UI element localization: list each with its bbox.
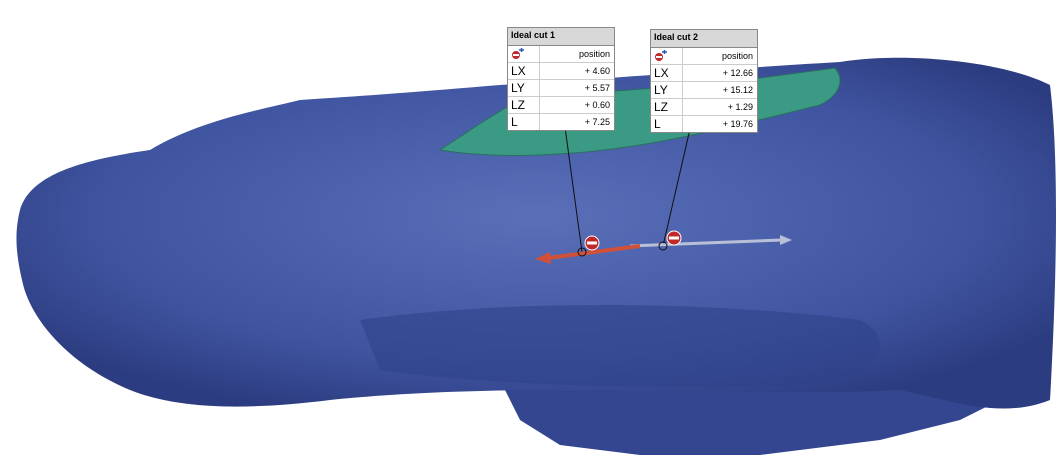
row-value: + 5.57 (584, 83, 610, 93)
row-value: + 19.76 (722, 119, 753, 129)
remove-icon-bar (587, 241, 597, 245)
panel-header: position (651, 48, 757, 65)
row-value: + 4.60 (584, 66, 610, 76)
arrow-head (535, 252, 551, 264)
panel-row: LY + 15.12 (651, 82, 757, 99)
leader-line (662, 128, 691, 247)
row-value: + 12.66 (722, 68, 753, 78)
remove-icon-bar (669, 236, 679, 240)
column-header: position (578, 49, 610, 59)
row-value: + 1.29 (727, 102, 753, 112)
icon (655, 50, 667, 61)
panel-row: L + 19.76 (651, 116, 757, 132)
leader-line (564, 126, 583, 253)
panel-row: LZ + 0.60 (508, 97, 614, 114)
panel-row: LX + 4.60 (508, 63, 614, 80)
cut-point (577, 247, 587, 257)
row-value: + 0.60 (584, 100, 610, 110)
panel-title: Ideal cut 1 (508, 28, 614, 46)
row-value: + 7.25 (584, 117, 610, 127)
icon (512, 48, 524, 59)
cut-arrow (547, 244, 641, 260)
panel-header: position (508, 46, 614, 63)
axis-arrow (629, 238, 783, 248)
row-label: LX (651, 65, 683, 81)
info-panel: Ideal cut 2 position LX + 12.66 LY + 15.12 LZ +… (650, 29, 758, 133)
row-label: LY (508, 80, 540, 96)
panel-row: L + 7.25 (508, 114, 614, 130)
model-shade (360, 305, 880, 387)
row-value: + 15.12 (722, 85, 753, 95)
panel-row: LZ + 1.29 (651, 99, 757, 116)
row-label: LY (651, 82, 683, 98)
cut-point (658, 241, 668, 251)
row-label: LZ (508, 97, 540, 113)
panel-row: LX + 12.66 (651, 65, 757, 82)
axis-icon (508, 46, 540, 62)
row-label: L (651, 116, 683, 132)
row-label: LX (508, 63, 540, 79)
axis-icon (651, 48, 683, 64)
info-panel: Ideal cut 1 position LX + 4.60 LY + 5.57 LZ + 0… (507, 27, 615, 131)
row-label: L (508, 114, 540, 130)
panel-title: Ideal cut 2 (651, 30, 757, 48)
row-label: LZ (651, 99, 683, 115)
panel-row: LY + 5.57 (508, 80, 614, 97)
column-header: position (721, 51, 753, 61)
arrow-head (780, 235, 792, 245)
